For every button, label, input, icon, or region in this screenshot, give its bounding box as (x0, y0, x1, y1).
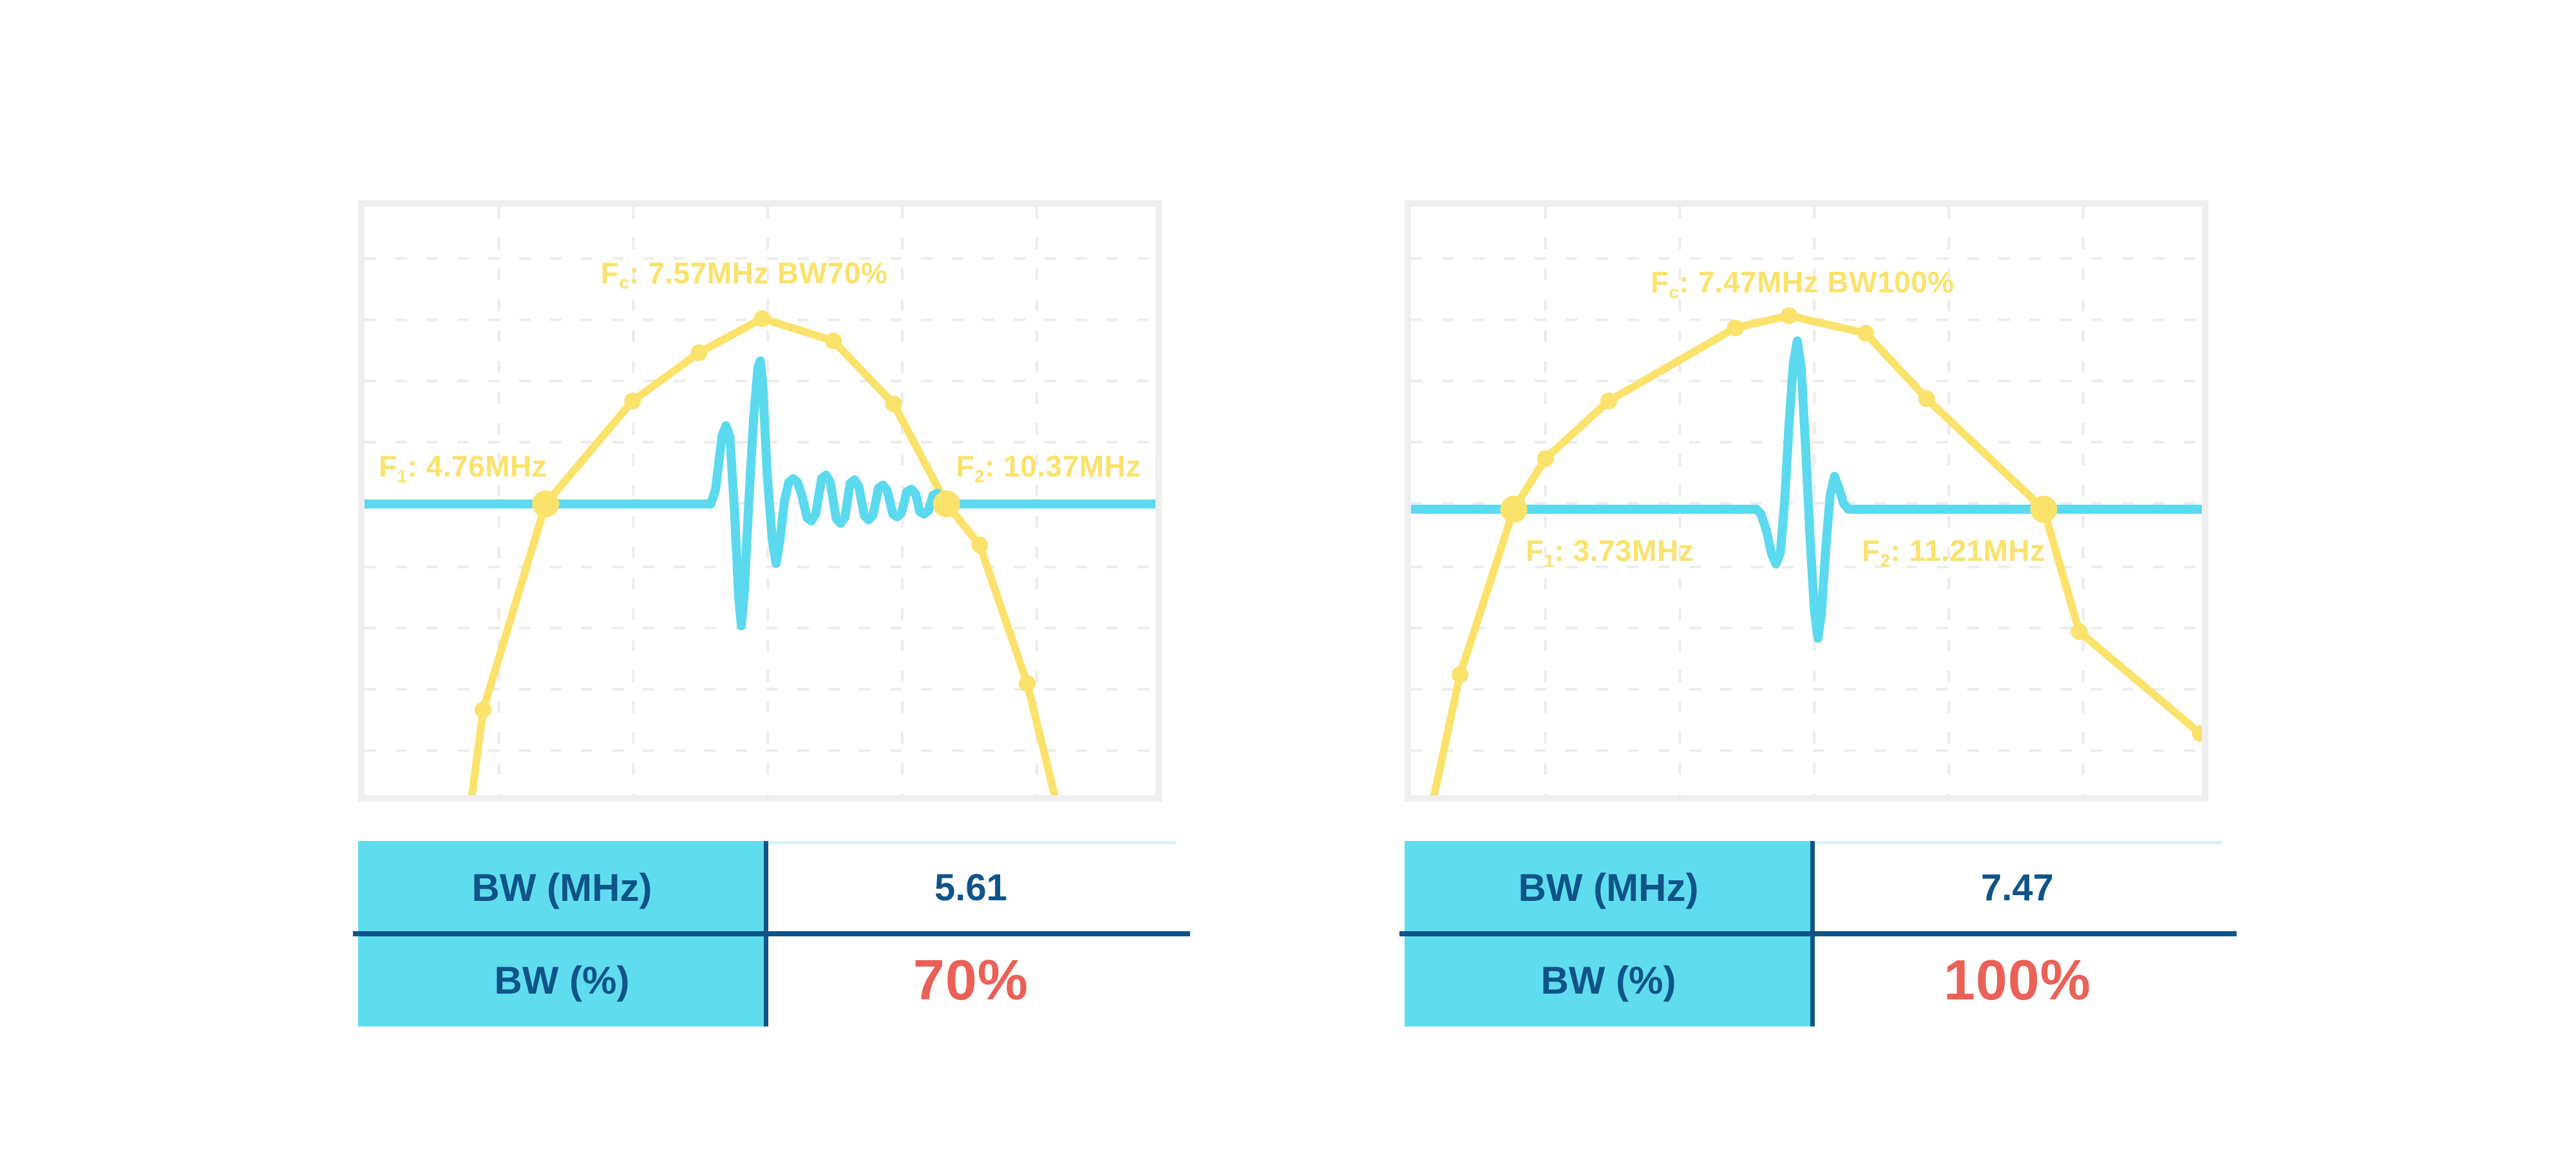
bw-pct-label: BW (%) (1540, 958, 1676, 1002)
bw-mhz-value: 7.47 (1981, 866, 2054, 909)
table-row-divider (1399, 931, 2237, 936)
table-column-divider (1810, 841, 1815, 1026)
f2-label: F2: 10.37MHz (956, 449, 1141, 487)
spectrum-plot-right (1411, 207, 2202, 795)
bandwidth-table-left: BW (MHz) BW (%) 5.61 70% (353, 841, 1190, 1026)
spectrum-chart-right: Fc: 7.47MHz BW100% F1: 3.73MHz F: 11.21M… (1405, 200, 2208, 802)
bw-mhz-value: 5.61 (934, 866, 1007, 909)
subscript: 1 (397, 466, 408, 487)
center-frequency-label: Fc: 7.57MHz BW70% (600, 256, 888, 293)
table-top-border (766, 841, 1176, 844)
bandwidth-table-right: BW (MHz) BW (%) 7.47 100% (1399, 841, 2237, 1026)
f2-label: F: 11.21MHz2: 11.21MHz (1861, 534, 2045, 571)
bw-pct-value: 100% (1943, 948, 2092, 1012)
bw-mhz-label: BW (MHz) (1518, 866, 1699, 909)
bw-pct-label: BW (%) (494, 958, 630, 1002)
spectrum-plot-left (365, 207, 1155, 795)
center-frequency-label: Fc: 7.47MHz BW100% (1651, 265, 1955, 303)
f1-label: F1: 3.73MHz (1526, 534, 1694, 571)
subscript: c (1669, 282, 1680, 303)
table-top-border (1812, 841, 2222, 844)
subscript: 2 (974, 466, 985, 487)
subscript: c (619, 272, 630, 293)
bw-pct-value: 70% (913, 948, 1029, 1012)
table-column-divider (764, 841, 768, 1026)
f1-label: F1: 4.76MHz (379, 449, 547, 487)
spectrum-chart-left: Fc: 7.57MHz BW70% F1: 4.76MHz F2: 10.37M… (358, 200, 1162, 802)
table-row-divider (353, 931, 1190, 936)
bw-mhz-label: BW (MHz) (471, 866, 652, 909)
subscript: 1 (1544, 550, 1555, 571)
subscript: 2 (1880, 550, 1891, 571)
